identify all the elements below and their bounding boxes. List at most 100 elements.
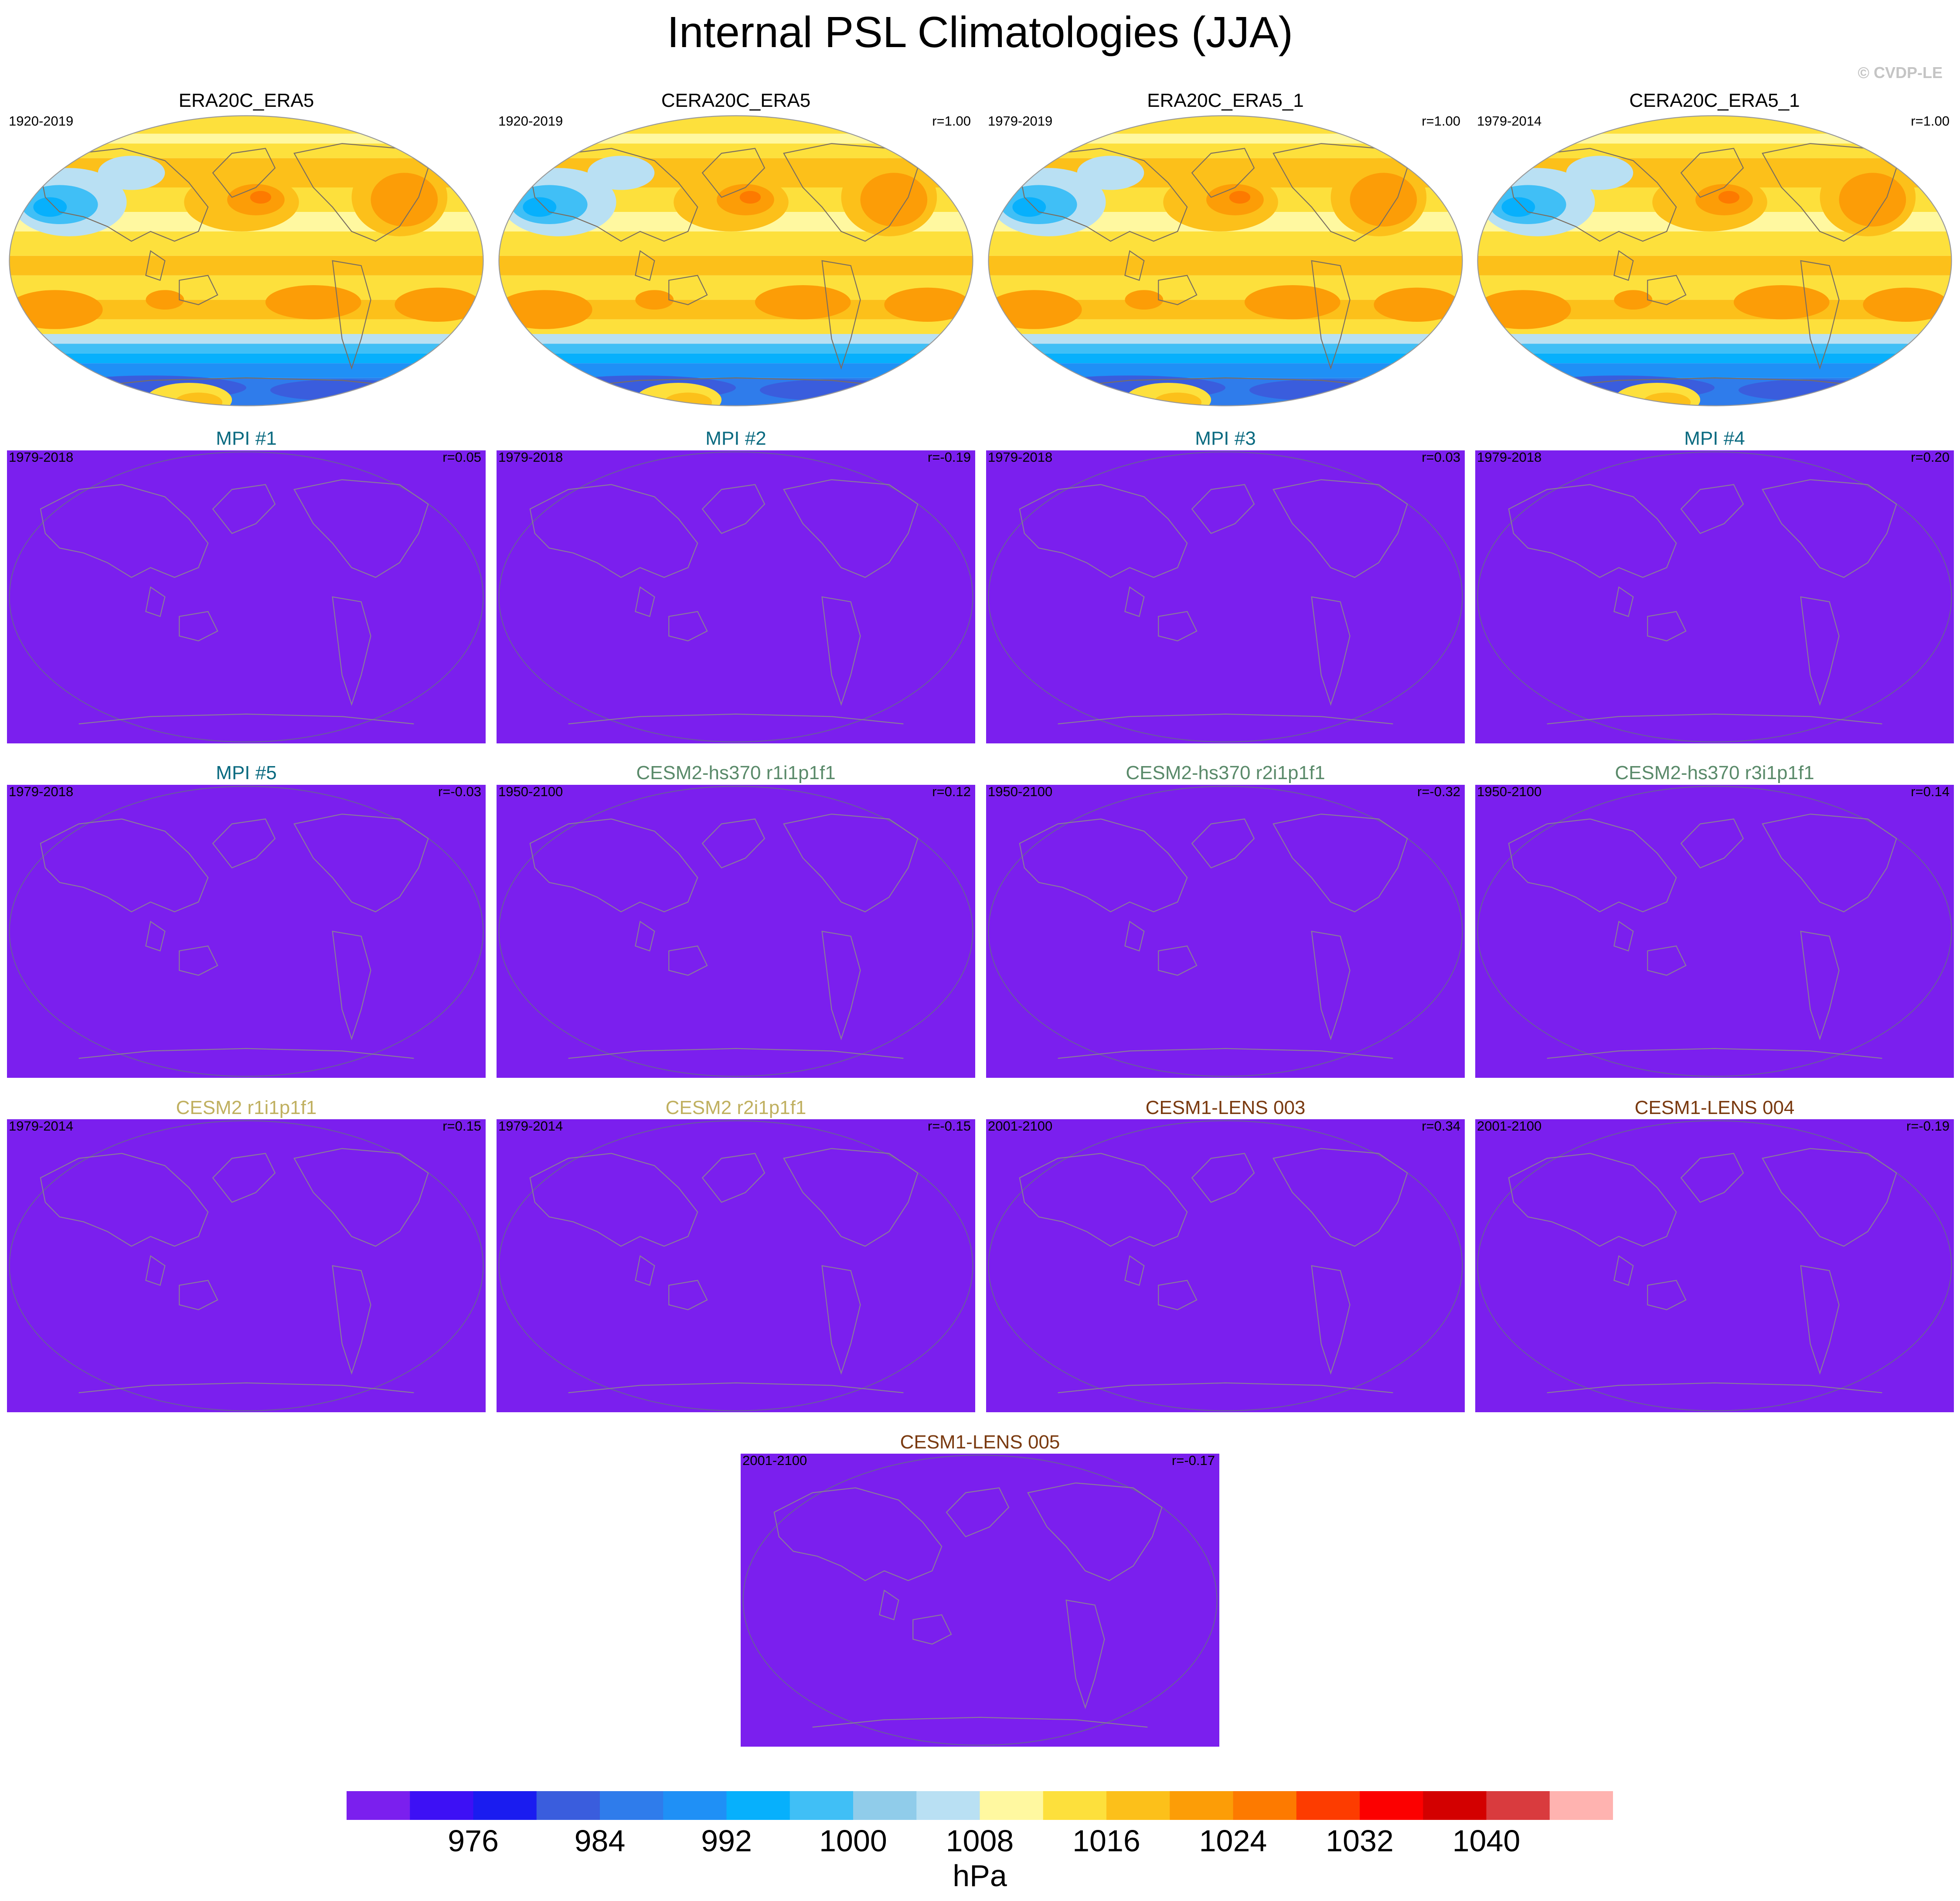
panel-title: CESM2 r2i1p1f1 xyxy=(665,1097,806,1118)
colorbar-swatch xyxy=(1170,1791,1233,1820)
panel-period: 1920-2019 xyxy=(498,113,563,129)
colorbar-swatch xyxy=(1296,1791,1360,1820)
map-panel xyxy=(986,450,1465,743)
panel-period: 1979-2014 xyxy=(9,1118,74,1134)
panel-title: CESM1-LENS 004 xyxy=(1634,1097,1795,1118)
panel-period: 1979-2018 xyxy=(498,450,563,465)
panel-title: CESM2-hs370 r2i1p1f1 xyxy=(1126,762,1325,784)
map-panel xyxy=(1475,450,1954,743)
colorbar-swatch xyxy=(1106,1791,1170,1820)
colorbar-swatch xyxy=(1233,1791,1297,1820)
panel-correlation: r=-0.19 xyxy=(927,450,971,465)
panel-period: 1979-2014 xyxy=(1477,113,1542,129)
colorbar-swatch xyxy=(473,1791,537,1820)
colorbar-swatch xyxy=(1486,1791,1550,1820)
panel-title: MPI #3 xyxy=(1195,428,1256,449)
colorbar-swatch xyxy=(536,1791,600,1820)
map-panel xyxy=(1475,1119,1954,1412)
panel-title: CESM2-hs370 r3i1p1f1 xyxy=(1615,762,1814,784)
colorbar xyxy=(347,1791,1613,1820)
panel-correlation: r=0.03 xyxy=(1422,450,1460,465)
colorbar-tick-label: 984 xyxy=(574,1824,626,1858)
panel-period: 1979-2014 xyxy=(498,1118,563,1134)
panel-title: CERA20C_ERA5 xyxy=(661,90,811,111)
colorbar-swatch xyxy=(410,1791,473,1820)
panel-period: 1950-2100 xyxy=(498,784,563,799)
map-panel xyxy=(7,1119,486,1412)
map-panel xyxy=(741,1454,1219,1747)
panel-correlation: r=0.20 xyxy=(1911,450,1950,465)
colorbar-swatch xyxy=(600,1791,664,1820)
colorbar-tick-label: 1032 xyxy=(1326,1824,1394,1858)
panel-title: ERA20C_ERA5_1 xyxy=(1147,90,1304,111)
colorbar-tick-label: 1024 xyxy=(1199,1824,1267,1858)
panel-period: 1950-2100 xyxy=(988,784,1053,799)
panel-correlation: r=-0.32 xyxy=(1417,784,1460,799)
map-panel xyxy=(7,450,486,743)
panel-correlation: r=0.15 xyxy=(442,1118,481,1134)
colorbar-unit: hPa xyxy=(953,1859,1007,1893)
panel-correlation: r=-0.17 xyxy=(1171,1453,1215,1468)
panel-title: CESM1-LENS 003 xyxy=(1145,1097,1306,1118)
panel-title: MPI #4 xyxy=(1684,428,1745,449)
panel-correlation: r=0.12 xyxy=(932,784,971,799)
map-panel xyxy=(1477,115,1952,406)
colorbar-swatch xyxy=(726,1791,790,1820)
panel-title: ERA20C_ERA5 xyxy=(178,90,314,111)
panel-correlation: r=1.00 xyxy=(1911,113,1950,129)
colorbar-swatch xyxy=(916,1791,980,1820)
colorbar-swatch xyxy=(1423,1791,1487,1820)
colorbar-swatch xyxy=(1360,1791,1423,1820)
colorbar-swatch xyxy=(980,1791,1044,1820)
colorbar-swatch xyxy=(1043,1791,1107,1820)
colorbar-tick-label: 976 xyxy=(448,1824,499,1858)
copyright-label: © CVDP-LE xyxy=(1858,64,1943,82)
colorbar-swatch xyxy=(347,1791,410,1820)
panel-correlation: r=0.34 xyxy=(1422,1118,1460,1134)
map-panel xyxy=(497,1119,975,1412)
colorbar-swatch xyxy=(663,1791,727,1820)
panel-title: CESM2 r1i1p1f1 xyxy=(176,1097,317,1118)
map-panel xyxy=(9,115,484,406)
panel-title: CESM2-hs370 r1i1p1f1 xyxy=(636,762,836,784)
panel-period: 2001-2100 xyxy=(742,1453,807,1468)
figure-title: Internal PSL Climatologies (JJA) xyxy=(667,8,1293,57)
map-panel xyxy=(498,115,973,406)
panel-title: MPI #1 xyxy=(216,428,277,449)
panel-title: MPI #2 xyxy=(705,428,766,449)
map-panel xyxy=(988,115,1463,406)
colorbar-swatch xyxy=(789,1791,854,1820)
panel-period: 1979-2018 xyxy=(9,450,74,465)
colorbar-tick-label: 1040 xyxy=(1452,1824,1521,1858)
panel-title: CERA20C_ERA5_1 xyxy=(1629,90,1800,111)
panel-period: 1979-2018 xyxy=(988,450,1053,465)
colorbar-tick-label: 1000 xyxy=(819,1824,887,1858)
colorbar-tick-label: 1016 xyxy=(1072,1824,1140,1858)
map-panel xyxy=(1475,785,1954,1078)
panel-correlation: r=0.14 xyxy=(1911,784,1950,799)
panel-correlation: r=1.00 xyxy=(1422,113,1460,129)
panel-correlation: r=0.05 xyxy=(442,450,481,465)
panel-correlation: r=-0.15 xyxy=(927,1118,971,1134)
map-panel xyxy=(497,450,975,743)
panel-period: 2001-2100 xyxy=(988,1118,1053,1134)
colorbar-swatch xyxy=(853,1791,917,1820)
panel-period: 1979-2018 xyxy=(1477,450,1542,465)
colorbar-tick-label: 992 xyxy=(701,1824,752,1858)
panel-correlation: r=1.00 xyxy=(932,113,971,129)
panel-period: 1920-2019 xyxy=(9,113,74,129)
panel-correlation: r=-0.03 xyxy=(438,784,481,799)
panel-period: 1979-2018 xyxy=(9,784,74,799)
panel-period: 2001-2100 xyxy=(1477,1118,1542,1134)
panel-title: CESM1-LENS 005 xyxy=(900,1431,1060,1453)
map-panel xyxy=(986,785,1465,1078)
colorbar-tick-label: 1008 xyxy=(946,1824,1014,1858)
map-panel xyxy=(986,1119,1465,1412)
panel-correlation: r=-0.19 xyxy=(1906,1118,1950,1134)
map-panel xyxy=(497,785,975,1078)
map-panel xyxy=(7,785,486,1078)
panel-title: MPI #5 xyxy=(216,762,277,784)
colorbar-swatch xyxy=(1549,1791,1613,1820)
panel-period: 1979-2019 xyxy=(988,113,1053,129)
